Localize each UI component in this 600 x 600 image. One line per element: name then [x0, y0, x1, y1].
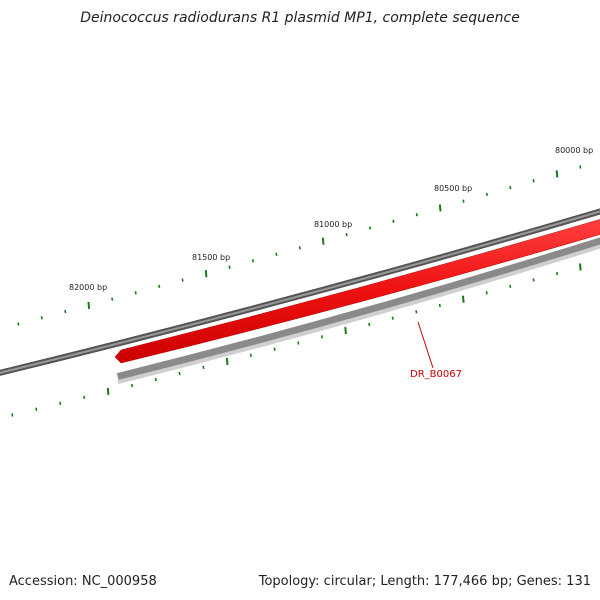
inner-scale-minor-tick [130, 383, 134, 388]
outer-scale-minor-tick [485, 192, 488, 197]
inner-scale-minor-tick [320, 335, 324, 339]
inner-scale-minor-tick [83, 395, 86, 400]
outer-scale-minor-tick [64, 309, 67, 314]
outer-scale-minor-tick [275, 252, 278, 256]
sequence-summary-text: Topology: circular; Length: 177,466 bp; … [258, 574, 591, 589]
inner-scale-minor-tick [178, 371, 181, 376]
inner-scale-major-tick [344, 327, 347, 335]
inner-scale-minor-tick [35, 407, 38, 411]
outer-scale-major-tick [321, 237, 325, 245]
outer-scale-minor-tick [158, 284, 161, 289]
inner-scale-minor-tick [59, 401, 62, 405]
gene-feature-dr-b0067[interactable] [114, 218, 600, 364]
outer-scale-minor-tick [251, 259, 255, 263]
backbone-arc [0, 208, 600, 376]
outer-scale-minor-tick [298, 246, 301, 250]
tick-label-82000: 82000 bp [69, 283, 107, 292]
outer-scale-minor-tick [345, 232, 348, 237]
tick-label-80500: 80500 bp [434, 184, 472, 193]
outer-scale-minor-tick [579, 165, 582, 169]
outer-scale-ticks [17, 165, 582, 326]
tick-label-81000: 81000 bp [314, 220, 352, 229]
outer-scale-minor-tick [134, 291, 137, 295]
inner-scale-major-tick [579, 263, 582, 271]
inner-scale-minor-tick [555, 271, 559, 276]
gene-label-leader [417, 321, 434, 369]
inner-scale-major-tick [462, 295, 465, 303]
inner-scale-minor-tick [415, 310, 418, 314]
inner-scale-major-tick [225, 357, 229, 365]
inner-scale-minor-tick [509, 284, 512, 289]
outer-scale-major-tick [204, 270, 208, 278]
outer-scale-major-tick [438, 204, 442, 212]
gene-label-dr-b0067: DR_B0067 [410, 369, 462, 380]
inner-scale-minor-tick [249, 353, 252, 357]
outer-scale-minor-tick [509, 185, 512, 190]
accession-text: Accession: NC_000958 [9, 574, 157, 589]
outer-scale-minor-tick [532, 179, 535, 183]
inner-scale-major-tick [106, 387, 110, 395]
tick-label-81500: 81500 bp [192, 253, 230, 262]
inner-scale-ticks [11, 263, 582, 417]
map-title: Deinococcus radiodurans R1 plasmid MP1, … [80, 10, 520, 26]
inner-scale-minor-tick [532, 278, 535, 282]
outer-scale-minor-tick [17, 322, 20, 326]
outer-scale-minor-tick [40, 316, 43, 320]
outer-scale-major-tick [87, 301, 91, 309]
backbone-arc-highlight [0, 210, 600, 374]
outer-scale-minor-tick [415, 213, 418, 217]
lower-track-arc-highlight [117, 244, 600, 384]
inner-scale-minor-tick [485, 291, 488, 295]
inner-scale-minor-tick [391, 316, 394, 320]
inner-scale-minor-tick [202, 365, 205, 370]
outer-scale-minor-tick [181, 278, 184, 282]
inner-scale-minor-tick [297, 341, 300, 345]
outer-scale-minor-tick [228, 265, 231, 269]
lower-track-arc [116, 237, 600, 383]
outer-scale-minor-tick [368, 226, 372, 230]
inner-scale-minor-tick [368, 322, 371, 327]
inner-scale-minor-tick [11, 413, 14, 417]
inner-scale-minor-tick [154, 377, 157, 382]
outer-scale-major-tick [555, 170, 559, 178]
inner-scale-minor-tick [438, 303, 441, 308]
inner-scale-minor-tick [273, 347, 276, 351]
tick-label-80000: 80000 bp [555, 146, 593, 155]
outer-scale-minor-tick [392, 219, 395, 223]
outer-scale-minor-tick [462, 199, 465, 203]
outer-scale-minor-tick [111, 297, 114, 301]
